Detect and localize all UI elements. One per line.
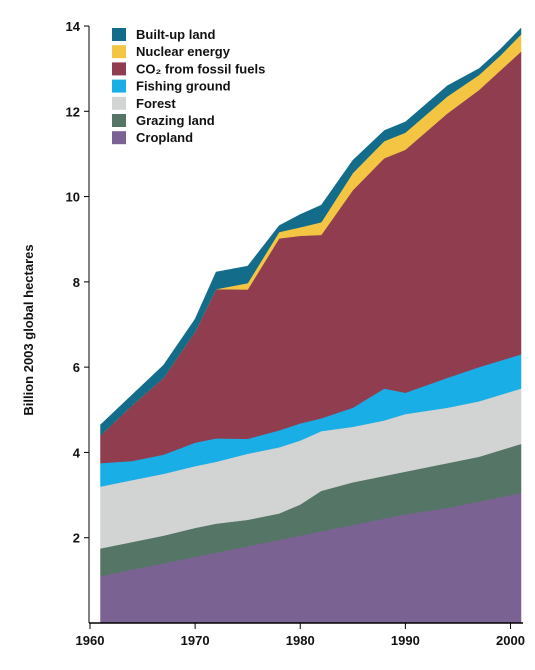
y-tick-label: 12 — [66, 104, 80, 119]
y-tick-label: 8 — [73, 275, 80, 290]
legend-label-nuclear-energy: Nuclear energy — [136, 44, 231, 59]
y-tick-label: 4 — [73, 445, 81, 460]
legend-swatch-nuclear-energy — [112, 45, 126, 59]
legend-label-cropland: Cropland — [136, 130, 193, 145]
legend: Built-up land Nuclear energy CO₂ from foss… — [112, 27, 265, 145]
legend-label-co-from-fossil-fuels: CO₂ from fossil fuels — [136, 61, 265, 76]
legend-label-fishing-ground: Fishing ground — [136, 79, 231, 94]
legend-swatch-built-up-land — [112, 28, 126, 41]
legend-swatch-co-from-fossil-fuels — [112, 62, 126, 76]
legend-swatch-fishing-ground — [112, 79, 126, 93]
area-series-group — [100, 27, 522, 624]
y-tick-label: 10 — [66, 190, 80, 205]
legend-label-forest: Forest — [136, 96, 176, 111]
x-tick-label: 1990 — [391, 633, 420, 648]
y-tick-label: 6 — [73, 360, 80, 375]
legend-label-built-up-land: Built-up land — [136, 27, 215, 42]
x-tick-label: 1970 — [181, 633, 210, 648]
axes-group — [88, 26, 523, 624]
y-axis-title: Billion 2003 global hectares — [21, 244, 36, 415]
legend-label-grazing-land: Grazing land — [136, 113, 215, 128]
y-tick-label: 2 — [73, 531, 80, 546]
area-built-up-land — [100, 27, 522, 436]
x-tick-label: 2000 — [496, 633, 525, 648]
legend-swatch-forest — [112, 96, 126, 110]
x-tick-label: 1960 — [76, 633, 105, 648]
legend-swatch-cropland — [112, 131, 126, 145]
legend-swatch-grazing-land — [112, 114, 126, 127]
x-tick-label: 1980 — [286, 633, 315, 648]
ticks-group: 2 4 6 8 10 12 14 1960 1970 1980 1990 2000 — [66, 19, 525, 648]
y-tick-label: 14 — [66, 19, 81, 34]
